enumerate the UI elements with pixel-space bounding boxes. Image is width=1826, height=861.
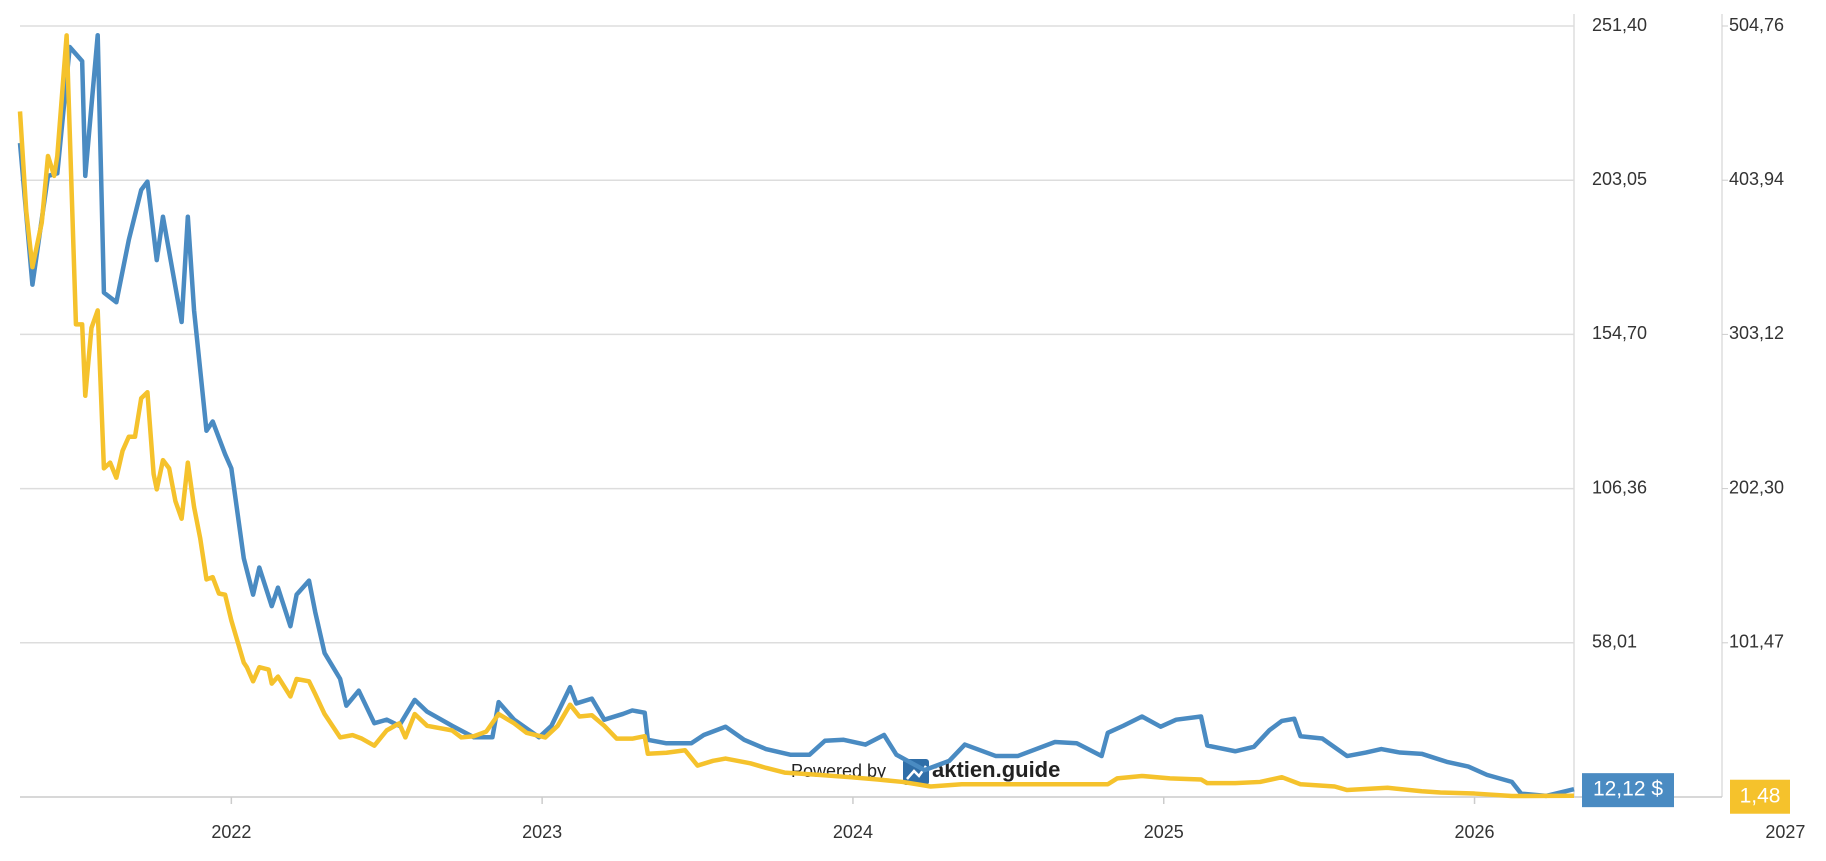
y-tick-label: 106,36 [1592, 477, 1647, 497]
y2-tick-label: 101,47 [1729, 632, 1784, 652]
x-tick-label: 2026 [1455, 822, 1495, 842]
series-line [17, 33, 1575, 799]
y-tick-label: 251,40 [1592, 15, 1647, 35]
y2-tick-label: 504,76 [1729, 15, 1784, 35]
value-label: 12,12 $ [1593, 778, 1663, 801]
watermark-brand: aktien.guide [932, 757, 1060, 782]
y-tick-label: 58,01 [1592, 632, 1637, 652]
y-tick-label: 203,05 [1592, 169, 1647, 189]
x-tick-label: 2025 [1144, 822, 1184, 842]
y2-tick-label: 403,94 [1729, 169, 1784, 189]
value-label: 1,48 [1740, 784, 1781, 807]
x-tick-label: 2022 [211, 822, 251, 842]
x-tick-label: 2024 [833, 822, 873, 842]
x-tick-label: 2027 [1765, 822, 1805, 842]
y-tick-label: 154,70 [1592, 323, 1647, 343]
series-line [17, 33, 1575, 799]
y2-tick-label: 202,30 [1729, 477, 1784, 497]
value-badge [1582, 773, 1674, 808]
y2-tick-label: 303,12 [1729, 323, 1784, 343]
value-badge [1730, 779, 1790, 814]
x-tick-label: 2023 [522, 822, 562, 842]
